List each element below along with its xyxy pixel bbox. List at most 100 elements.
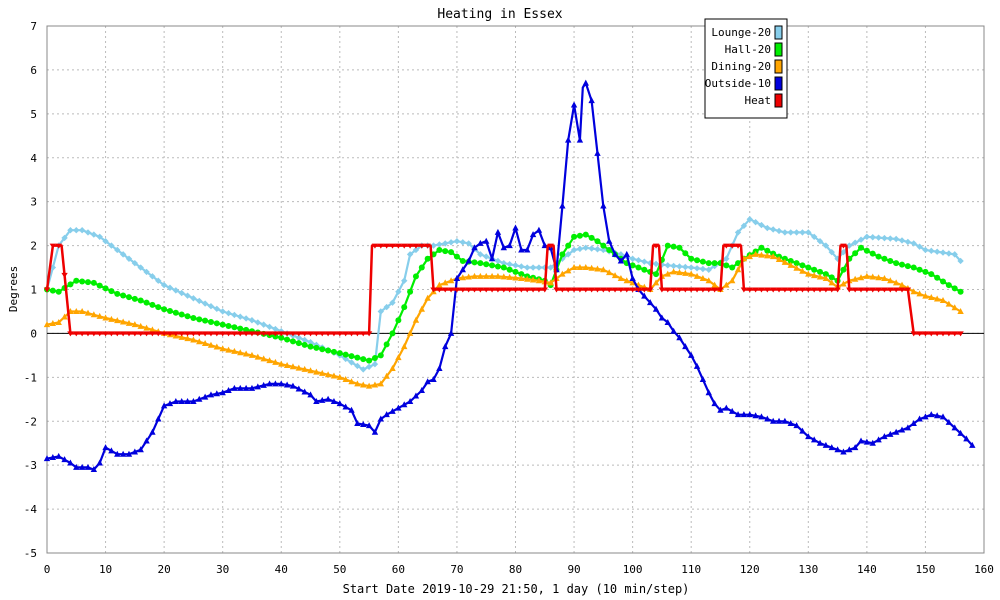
legend: Lounge-20 Hall-20 Dining-20 Outside-10 Heat (704, 18, 788, 119)
data-point-heat (512, 287, 519, 293)
x-tick-label: 30 (216, 563, 229, 576)
data-point-hall-20 (694, 257, 701, 264)
data-point-dining-20 (301, 365, 308, 372)
data-point-heat (90, 331, 98, 337)
data-point-heat (119, 331, 127, 337)
data-point-lounge-20 (342, 355, 349, 363)
data-point-hall-20 (325, 347, 332, 354)
data-point-outside-10 (401, 401, 408, 408)
data-point-outside-10 (600, 202, 607, 209)
y-tick-label: -1 (24, 371, 37, 384)
data-point-dining-20 (196, 338, 203, 345)
data-point-heat (447, 287, 455, 293)
data-point-outside-10 (360, 421, 367, 428)
data-point-dining-20 (365, 382, 373, 389)
data-point-heat (699, 287, 707, 293)
data-point-outside-10 (483, 237, 490, 244)
series-group (43, 79, 976, 473)
data-point-heat (711, 287, 718, 293)
data-point-hall-20 (125, 294, 132, 301)
data-point-hall-20 (588, 234, 595, 241)
data-point-heat (951, 331, 958, 337)
data-point-dining-20 (559, 270, 566, 277)
data-point-hall-20 (354, 354, 361, 361)
data-point-dining-20 (84, 309, 92, 316)
data-point-lounge-20 (166, 284, 174, 291)
data-point-heat (687, 287, 695, 293)
data-point-lounge-20 (102, 237, 109, 245)
data-point-lounge-20 (904, 238, 912, 246)
data-point-heat (904, 287, 912, 293)
data-point-outside-10 (242, 384, 250, 391)
data-point-dining-20 (447, 277, 455, 284)
data-point-dining-20 (471, 272, 478, 279)
data-point-heat (401, 243, 408, 249)
data-point-outside-10 (447, 329, 455, 336)
y-tick-label: -2 (24, 415, 37, 428)
data-point-lounge-20 (892, 235, 900, 243)
data-point-outside-10 (219, 389, 226, 396)
data-point-outside-10 (951, 424, 958, 431)
data-point-outside-10 (295, 385, 303, 392)
data-point-outside-10 (155, 415, 162, 422)
data-point-dining-20 (436, 281, 443, 288)
y-tick-label: 4 (30, 152, 37, 165)
data-point-outside-10 (606, 237, 613, 244)
data-point-dining-20 (939, 296, 947, 303)
data-point-outside-10 (641, 292, 648, 299)
data-point-heat (570, 287, 578, 293)
data-point-dining-20 (916, 290, 923, 297)
data-point-dining-20 (231, 347, 238, 354)
data-point-lounge-20 (600, 246, 607, 254)
data-point-lounge-20 (114, 246, 121, 254)
data-point-dining-20 (863, 272, 871, 279)
data-point-hall-20 (904, 263, 911, 270)
data-point-heat (717, 287, 724, 293)
data-point-dining-20 (289, 363, 297, 370)
data-point-dining-20 (723, 281, 730, 288)
data-point-lounge-20 (465, 240, 472, 247)
data-point-hall-20 (494, 263, 501, 270)
y-tick-label: -5 (24, 547, 37, 560)
data-point-heat (55, 243, 62, 249)
data-point-heat (283, 331, 291, 337)
data-point-hall-20 (705, 260, 712, 267)
data-point-lounge-20 (840, 248, 847, 256)
data-point-outside-10 (892, 428, 900, 435)
data-point-outside-10 (131, 448, 139, 455)
data-point-outside-10 (524, 246, 531, 253)
data-point-lounge-20 (260, 321, 267, 328)
data-point-hall-20 (219, 321, 226, 328)
data-point-hall-20 (916, 266, 923, 273)
data-point-dining-20 (799, 267, 806, 274)
data-point-lounge-20 (676, 263, 683, 270)
data-point-dining-20 (512, 274, 519, 281)
data-point-heat (506, 287, 513, 293)
data-point-lounge-20 (401, 277, 408, 284)
legend-label-hall-20: Hall-20 (725, 43, 771, 56)
data-point-dining-20 (143, 324, 150, 331)
data-point-hall-20 (272, 333, 279, 340)
data-point-lounge-20 (406, 251, 414, 258)
data-point-outside-10 (178, 397, 185, 404)
data-point-outside-10 (816, 439, 824, 446)
data-point-dining-20 (278, 360, 285, 367)
data-point-heat (295, 331, 303, 337)
data-point-hall-20 (289, 338, 296, 345)
data-point-hall-20 (957, 288, 964, 295)
data-point-outside-10 (166, 400, 174, 407)
data-point-lounge-20 (916, 243, 923, 250)
data-point-heat (412, 243, 420, 249)
series-dining-20 (43, 250, 964, 389)
data-point-outside-10 (412, 392, 420, 399)
data-point-lounge-20 (547, 264, 554, 271)
data-point-heat (822, 287, 830, 293)
data-point-heat (793, 287, 800, 293)
data-point-dining-20 (764, 252, 771, 259)
x-tick-label: 60 (392, 563, 405, 576)
data-point-dining-20 (178, 333, 185, 340)
data-point-hall-20 (951, 285, 958, 292)
data-point-dining-20 (518, 275, 525, 282)
data-point-hall-20 (225, 322, 232, 329)
data-point-heat (916, 331, 923, 337)
